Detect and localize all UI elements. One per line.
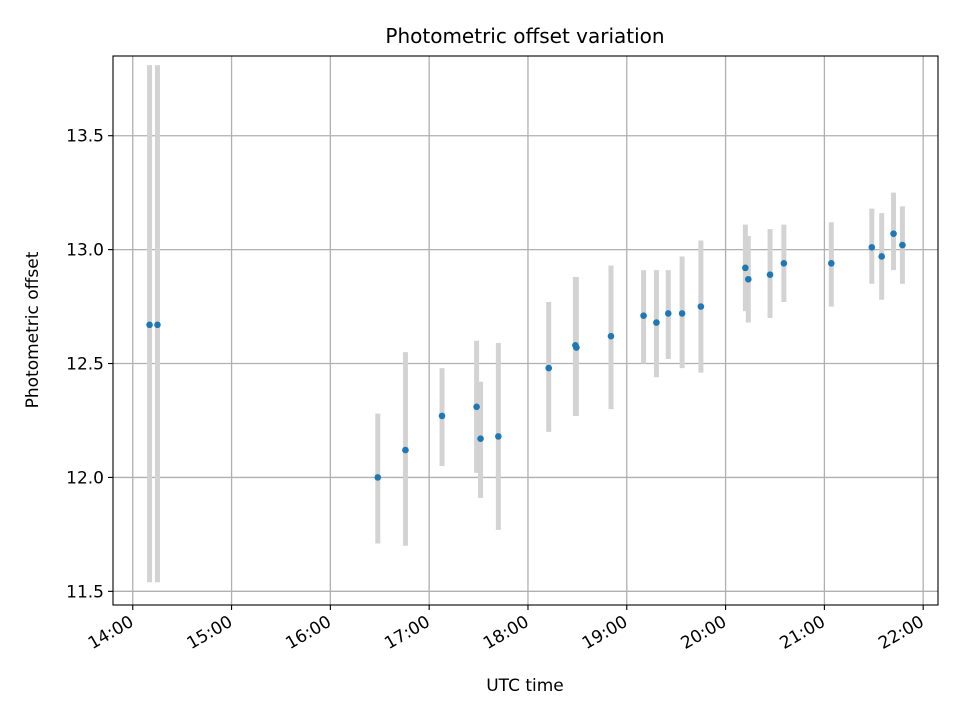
data-point bbox=[402, 446, 409, 454]
error-bars bbox=[147, 65, 905, 583]
x-tick-label: 14:00 bbox=[85, 612, 137, 654]
y-tick-label: 13.5 bbox=[66, 127, 104, 147]
y-tick-label: 12.5 bbox=[66, 355, 104, 375]
y-tick-label: 11.5 bbox=[66, 582, 104, 602]
data-point bbox=[146, 321, 153, 329]
plot-area-frame bbox=[112, 55, 939, 606]
data-point bbox=[545, 364, 553, 372]
x-tick-label: 18:00 bbox=[480, 612, 532, 654]
data-point bbox=[573, 344, 580, 351]
data-point bbox=[766, 271, 774, 278]
data-point bbox=[827, 259, 835, 267]
data-markers bbox=[146, 230, 906, 481]
data-point bbox=[678, 310, 686, 317]
x-tick-label: 15:00 bbox=[184, 612, 236, 654]
x-tick-label: 21:00 bbox=[776, 612, 828, 654]
x-tick-label: 16:00 bbox=[282, 612, 334, 654]
data-point bbox=[890, 230, 897, 237]
data-point bbox=[154, 321, 161, 329]
x-tick-label: 20:00 bbox=[678, 612, 730, 654]
x-tick-label: 22:00 bbox=[875, 612, 927, 654]
data-point bbox=[607, 332, 615, 340]
y-tick-label: 12.0 bbox=[66, 468, 104, 488]
data-point bbox=[868, 244, 876, 251]
x-tick-label: 19:00 bbox=[579, 612, 631, 654]
data-point bbox=[653, 319, 660, 326]
data-point bbox=[438, 412, 446, 420]
data-point bbox=[697, 303, 705, 310]
y-axis-label: Photometric offset bbox=[23, 251, 43, 408]
chart-title: Photometric offset variation bbox=[385, 24, 664, 48]
y-tick-label: 13.0 bbox=[66, 241, 104, 261]
x-tick-label: 17:00 bbox=[381, 612, 433, 654]
data-point bbox=[742, 264, 749, 272]
data-point bbox=[664, 310, 672, 317]
data-point bbox=[473, 403, 480, 411]
x-axis-label: UTC time bbox=[486, 676, 564, 696]
data-point bbox=[374, 474, 382, 481]
data-point bbox=[899, 241, 906, 249]
grid-lines bbox=[113, 56, 938, 605]
data-point bbox=[744, 275, 752, 283]
data-point bbox=[878, 253, 885, 260]
data-point bbox=[640, 312, 647, 319]
data-point bbox=[477, 435, 484, 443]
data-point bbox=[495, 433, 502, 440]
data-point bbox=[780, 259, 788, 267]
